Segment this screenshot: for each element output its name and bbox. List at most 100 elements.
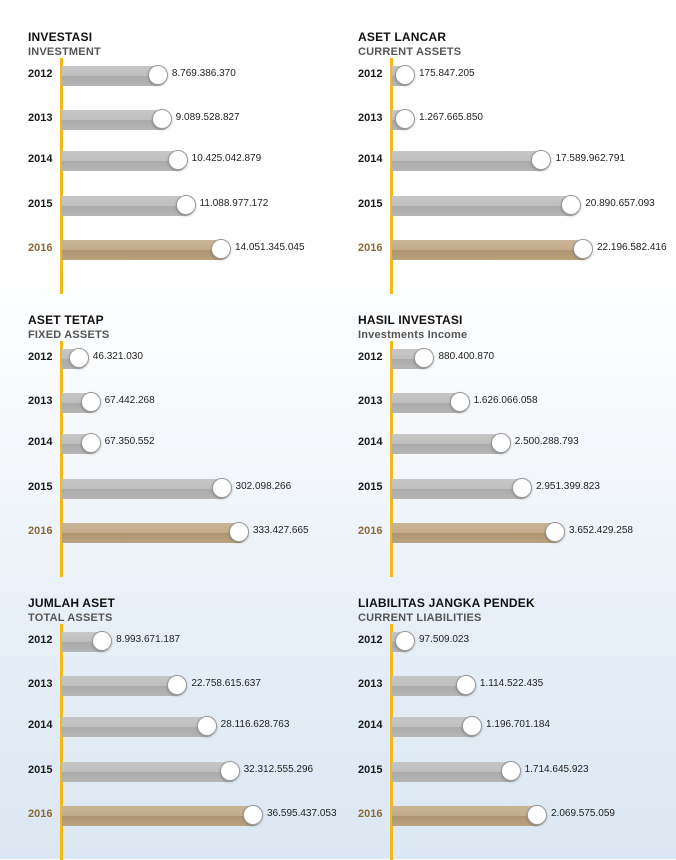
- bar-end-knob: [229, 522, 249, 542]
- chart-subtitle: FIXED ASSETS: [28, 329, 110, 341]
- year-label: 2012: [358, 634, 383, 646]
- value-label: 880.400.870: [438, 351, 495, 362]
- chart-axis-line: [60, 341, 63, 577]
- year-label: 2014: [28, 153, 53, 165]
- bar-end-knob: [414, 348, 435, 368]
- year-label: 2013: [28, 112, 53, 124]
- bar: [392, 523, 564, 543]
- bar-end-knob: [462, 716, 483, 736]
- value-label: 32.312.555.296: [243, 764, 314, 775]
- value-label: 10.425.042.879: [191, 153, 262, 164]
- value-label: 175.847.205: [419, 68, 475, 79]
- bar-chart-1: INVESTASI INVESTMENT 2012 8.769.386.370 2013…: [28, 30, 338, 294]
- bar-chart-6: LIABILITAS JANGKA PENDEK CURRENT LIABILIT…: [358, 596, 668, 860]
- value-label: 1.114.522.435: [479, 678, 544, 689]
- value-label: 1.267.665.850: [419, 112, 483, 123]
- bar-end-knob: [490, 433, 511, 453]
- year-label: 2015: [358, 764, 383, 776]
- bar-end-knob: [531, 150, 552, 170]
- bar-end-knob: [395, 65, 415, 85]
- bar: [62, 806, 262, 826]
- bar: [62, 479, 231, 499]
- year-label: 2016: [358, 242, 383, 254]
- year-label: 2013: [28, 678, 53, 690]
- year-label: 2016: [358, 525, 383, 537]
- bar: [62, 151, 187, 171]
- year-label: 2013: [358, 112, 383, 124]
- bar: [62, 676, 187, 696]
- value-label: 22.758.615.637: [191, 678, 261, 689]
- chart-title: ASET LANCAR: [358, 30, 447, 44]
- year-label: 2015: [28, 481, 53, 493]
- value-label: 333.427.665: [253, 525, 309, 536]
- chart-axis-line: [390, 341, 393, 577]
- value-label: 9.089.528.827: [175, 112, 240, 123]
- year-label: 2014: [28, 719, 53, 731]
- value-label: 8.993.671.187: [116, 634, 181, 645]
- chart-title: JUMLAH ASET: [28, 596, 116, 610]
- year-label: 2013: [358, 678, 383, 690]
- bar-chart-3: ASET TETAP FIXED ASSETS 2012 46.321.030 2013…: [28, 313, 338, 577]
- bar-chart-4: HASIL INVESTASI Investments Income 2012 880…: [358, 313, 668, 577]
- year-label: 2015: [358, 481, 383, 493]
- bar: [62, 717, 216, 737]
- chart-title: LIABILITAS JANGKA PENDEK: [358, 596, 535, 610]
- bar-chart-5: JUMLAH ASET TOTAL ASSETS 2012 8.993.671.187…: [28, 596, 338, 860]
- bar: [62, 66, 167, 86]
- chart-axis-line: [390, 58, 393, 294]
- year-label: 2015: [28, 764, 53, 776]
- bar: [392, 196, 581, 216]
- bar: [62, 240, 230, 260]
- year-label: 2014: [358, 436, 383, 448]
- bar-end-knob: [243, 805, 263, 825]
- bar-end-knob: [449, 392, 470, 412]
- chart-subtitle: Investments Income: [358, 329, 468, 341]
- bar: [62, 762, 239, 782]
- chart-title: HASIL INVESTASI: [358, 313, 463, 327]
- bar-end-knob: [573, 239, 593, 259]
- bar-chart-2: ASET LANCAR CURRENT ASSETS 2012 175.847.205…: [358, 30, 668, 294]
- bar-end-knob: [527, 805, 547, 825]
- bar-end-knob: [167, 150, 188, 170]
- chart-subtitle: TOTAL ASSETS: [28, 612, 113, 624]
- value-label: 97.509.023: [419, 634, 470, 645]
- chart-title: ASET TETAP: [28, 313, 104, 327]
- bar-end-knob: [545, 522, 565, 542]
- bar-end-knob: [92, 631, 113, 651]
- bar-end-knob: [196, 716, 217, 736]
- bar: [62, 523, 248, 543]
- bar-end-knob: [455, 675, 476, 695]
- value-label: 1.626.066.058: [473, 395, 538, 406]
- value-label: 302.098.266: [235, 481, 292, 492]
- bar: [392, 240, 592, 260]
- bar: [392, 479, 531, 499]
- bar-end-knob: [147, 65, 168, 85]
- value-label: 8.769.386.370: [171, 68, 236, 79]
- bar-end-knob: [151, 109, 172, 129]
- chart-subtitle: CURRENT ASSETS: [358, 46, 462, 58]
- chart-axis-line: [60, 58, 63, 294]
- bar: [392, 717, 482, 737]
- bar-end-knob: [219, 761, 240, 781]
- value-label: 20.890.657.093: [585, 198, 655, 209]
- year-label: 2015: [358, 198, 383, 210]
- bar-end-knob: [211, 239, 231, 259]
- chart-axis-line: [60, 624, 63, 860]
- value-label: 14.051.345.045: [235, 242, 305, 253]
- value-label: 36.595.437.053: [267, 808, 337, 819]
- bar: [392, 676, 475, 696]
- year-label: 2012: [358, 68, 383, 80]
- bar-end-knob: [167, 675, 188, 695]
- bar-end-knob: [395, 631, 415, 651]
- year-label: 2016: [28, 242, 53, 254]
- value-label: 1.714.645.923: [524, 764, 589, 775]
- year-label: 2012: [28, 68, 53, 80]
- value-label: 67.350.552: [104, 436, 155, 447]
- bar: [392, 806, 546, 826]
- bar-end-knob: [211, 478, 232, 498]
- bar-end-knob: [511, 478, 532, 498]
- value-label: 17.589.962.791: [555, 153, 625, 164]
- bar-end-knob: [80, 433, 101, 453]
- value-label: 2.500.288.793: [514, 436, 579, 447]
- bar: [62, 110, 171, 130]
